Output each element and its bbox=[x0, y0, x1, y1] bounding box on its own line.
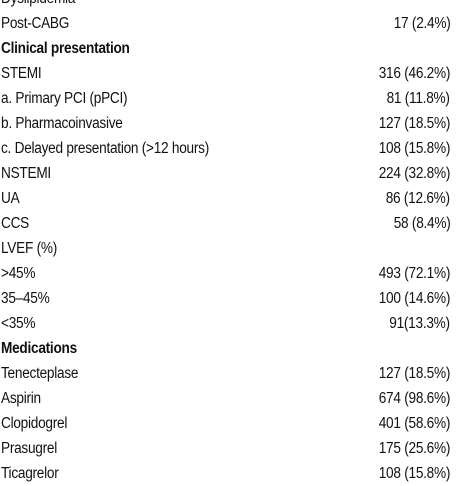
row-value: 58 (8.4%) bbox=[393, 215, 450, 232]
section-heading-row: Medications bbox=[0, 336, 474, 361]
row-value: 493 (72.1%) bbox=[378, 265, 451, 282]
table-row: <35% 91(13.3%) bbox=[0, 311, 474, 336]
table-row: STEMI 316 (46.2%) bbox=[0, 61, 474, 86]
row-label: Dyslipidemia bbox=[1, 0, 75, 11]
row-label: Clopidogrel bbox=[1, 415, 68, 432]
row-value: 224 (32.8%) bbox=[378, 165, 451, 182]
row-label: Aspirin bbox=[1, 390, 41, 407]
table-row: Dyslipidemia bbox=[0, 0, 474, 11]
row-label: Post-CABG bbox=[1, 15, 70, 32]
row-label: NSTEMI bbox=[1, 165, 51, 182]
table-row: Tenecteplase 127 (18.5%) bbox=[0, 361, 474, 386]
row-label: a. Primary PCI (pPCI) bbox=[1, 90, 128, 107]
row-value: 100 (14.6%) bbox=[378, 290, 451, 307]
row-label: b. Pharmacoinvasive bbox=[1, 115, 123, 132]
row-value: 17 (2.4%) bbox=[393, 15, 450, 32]
row-label: c. Delayed presentation (>12 hours) bbox=[1, 140, 209, 157]
row-value: 316 (46.2%) bbox=[378, 65, 451, 82]
table-row: Post-CABG 17 (2.4%) bbox=[0, 11, 474, 36]
table-row: 35–45% 100 (14.6%) bbox=[0, 286, 474, 311]
section-heading: Clinical presentation bbox=[1, 40, 130, 57]
section-heading-row: Clinical presentation bbox=[0, 36, 474, 61]
table-row: a. Primary PCI (pPCI) 81 (11.8%) bbox=[0, 86, 474, 111]
row-label: LVEF (%) bbox=[1, 240, 58, 257]
row-value: 127 (18.5%) bbox=[378, 365, 451, 382]
table-row: >45% 493 (72.1%) bbox=[0, 261, 474, 286]
row-value: 674 (98.6%) bbox=[378, 390, 451, 407]
row-label: 35–45% bbox=[1, 290, 50, 307]
row-value: 81 (11.8%) bbox=[386, 90, 450, 107]
row-label: UA bbox=[1, 190, 20, 207]
row-label: Tenecteplase bbox=[1, 365, 79, 382]
table-row: Aspirin 674 (98.6%) bbox=[0, 386, 474, 411]
row-label: CCS bbox=[1, 215, 30, 232]
row-value: 127 (18.5%) bbox=[378, 115, 451, 132]
table-row: NSTEMI 224 (32.8%) bbox=[0, 161, 474, 186]
row-label: >45% bbox=[1, 265, 36, 282]
table-row: LVEF (%) bbox=[0, 236, 474, 261]
row-value: 401 (58.6%) bbox=[378, 415, 451, 432]
table-row: c. Delayed presentation (>12 hours) 108 (… bbox=[0, 136, 474, 161]
row-value: 175 (25.6%) bbox=[378, 440, 451, 457]
table-row: Prasugrel 175 (25.6%) bbox=[0, 436, 474, 461]
table-row: CCS 58 (8.4%) bbox=[0, 211, 474, 236]
row-value: 91(13.3%) bbox=[389, 315, 450, 332]
section-heading: Medications bbox=[1, 340, 77, 357]
table-row: b. Pharmacoinvasive 127 (18.5%) bbox=[0, 111, 474, 136]
row-label: STEMI bbox=[1, 65, 42, 82]
table-row: UA 86 (12.6%) bbox=[0, 186, 474, 211]
row-label: Prasugrel bbox=[1, 440, 58, 457]
table-row: Clopidogrel 401 (58.6%) bbox=[0, 411, 474, 436]
row-label: <35% bbox=[1, 315, 36, 332]
row-value: 108 (15.8%) bbox=[378, 140, 451, 157]
row-value: 86 (12.6%) bbox=[385, 190, 450, 207]
